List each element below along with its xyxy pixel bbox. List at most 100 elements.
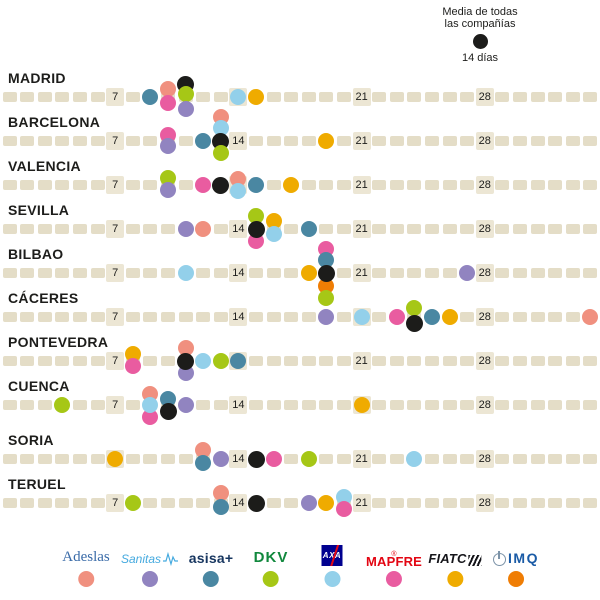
bar-dash (301, 312, 316, 322)
bar-dash (37, 268, 52, 278)
dot-asisa (195, 133, 212, 149)
bar-dash (37, 180, 52, 190)
bar-dash (565, 400, 580, 410)
mapfre-wordmark-wrap: ® MAPFRE (366, 551, 422, 568)
bar-dash (178, 136, 193, 146)
dot-media (405, 314, 423, 332)
bar-dash (73, 136, 87, 146)
bar-dash (20, 92, 35, 102)
bar-dash (20, 224, 35, 234)
dot-asisa (300, 221, 317, 237)
bar-dash (372, 224, 387, 234)
adeslas-wordmark: Adeslas (62, 549, 110, 565)
bar-dash (266, 180, 281, 190)
tick-label-7: 7 (106, 308, 125, 326)
bar-dash (143, 136, 158, 146)
bar-dash (73, 312, 87, 322)
bar-dash (513, 356, 527, 366)
bar-dash (90, 224, 105, 234)
dot-dkv (54, 397, 71, 413)
bar-dash (425, 356, 439, 366)
bar-dash (530, 268, 545, 278)
bar-dash (425, 498, 439, 508)
bar-dash (90, 92, 105, 102)
bar-dash (319, 400, 334, 410)
dot-axa (212, 120, 229, 136)
bar-dash (266, 136, 281, 146)
bar-dash (460, 400, 475, 410)
bar-dash (337, 312, 351, 322)
legend-dot-axa (324, 571, 340, 587)
bar-dash (143, 498, 158, 508)
bar-dash (196, 268, 211, 278)
bar-dash (55, 356, 70, 366)
bar-dash (407, 136, 422, 146)
bar-dash (565, 312, 580, 322)
tick-label-14: 14 (229, 396, 248, 414)
bar-dash (372, 92, 387, 102)
bar-dash (125, 180, 140, 190)
dot-media (317, 264, 335, 282)
dot-adeslas (582, 309, 599, 325)
bar-dash (407, 400, 422, 410)
bar-dash (196, 92, 211, 102)
bar-dash (513, 136, 527, 146)
dot-dkv (212, 145, 229, 161)
bar-dash (548, 498, 563, 508)
fiatc-wordmark: FIATC (428, 551, 467, 566)
legend-item-dkv: DKV (254, 542, 289, 587)
bar-dash (266, 312, 281, 322)
imq-logo: IMQ (493, 542, 539, 568)
bar-dash (284, 268, 299, 278)
bar-dash (319, 454, 334, 464)
bar-dash (530, 312, 545, 322)
average-dot-icon (472, 34, 488, 49)
bar-dash (495, 92, 510, 102)
bar-dash (513, 400, 527, 410)
dot-dkv (248, 208, 264, 224)
bar-dash (442, 92, 457, 102)
bar-dash (337, 356, 351, 366)
bar-dash (337, 224, 351, 234)
bar-dash (73, 224, 87, 234)
bar-dash (319, 224, 334, 234)
bar-dash (249, 312, 263, 322)
legend-item-fiatc: FIATC (428, 542, 482, 587)
bar-dash (513, 454, 527, 464)
dot-media (247, 494, 265, 512)
bar-dash (249, 268, 263, 278)
bar-dash (301, 92, 316, 102)
bar-dash (442, 224, 457, 234)
legend-dot-imq (507, 571, 524, 587)
fiatc-stripes-icon (468, 555, 482, 566)
bar-dash (442, 356, 457, 366)
bar-dash (583, 356, 598, 366)
bar-dash (143, 268, 158, 278)
bar-dash (372, 454, 387, 464)
bar-dash (548, 180, 563, 190)
city-label: BARCELONA (8, 114, 101, 130)
city-label: MADRID (8, 70, 66, 86)
bar-dash (495, 400, 510, 410)
bar-dash (565, 356, 580, 366)
bar-dash (530, 180, 545, 190)
bar-dash (495, 312, 510, 322)
sanitas-wordmark: Sanitas (120, 552, 162, 566)
bar-dash (284, 400, 299, 410)
bar-dash (37, 454, 52, 464)
dot-dkv (318, 290, 335, 306)
dot-mapfre (265, 451, 282, 467)
tick-label-14: 14 (229, 220, 248, 238)
legend-item-adeslas: Adeslas (62, 542, 110, 587)
bar-dash (73, 454, 87, 464)
city-label: SORIA (8, 432, 54, 448)
bar-dash (460, 498, 475, 508)
bar-dash (442, 136, 457, 146)
bar-dash (583, 454, 598, 464)
dot-asisa (142, 89, 159, 105)
dot-axa (353, 309, 370, 325)
bar-dash (442, 180, 457, 190)
city-label: BILBAO (8, 246, 64, 262)
bar-dash (90, 356, 105, 366)
bar-dash (495, 454, 510, 464)
